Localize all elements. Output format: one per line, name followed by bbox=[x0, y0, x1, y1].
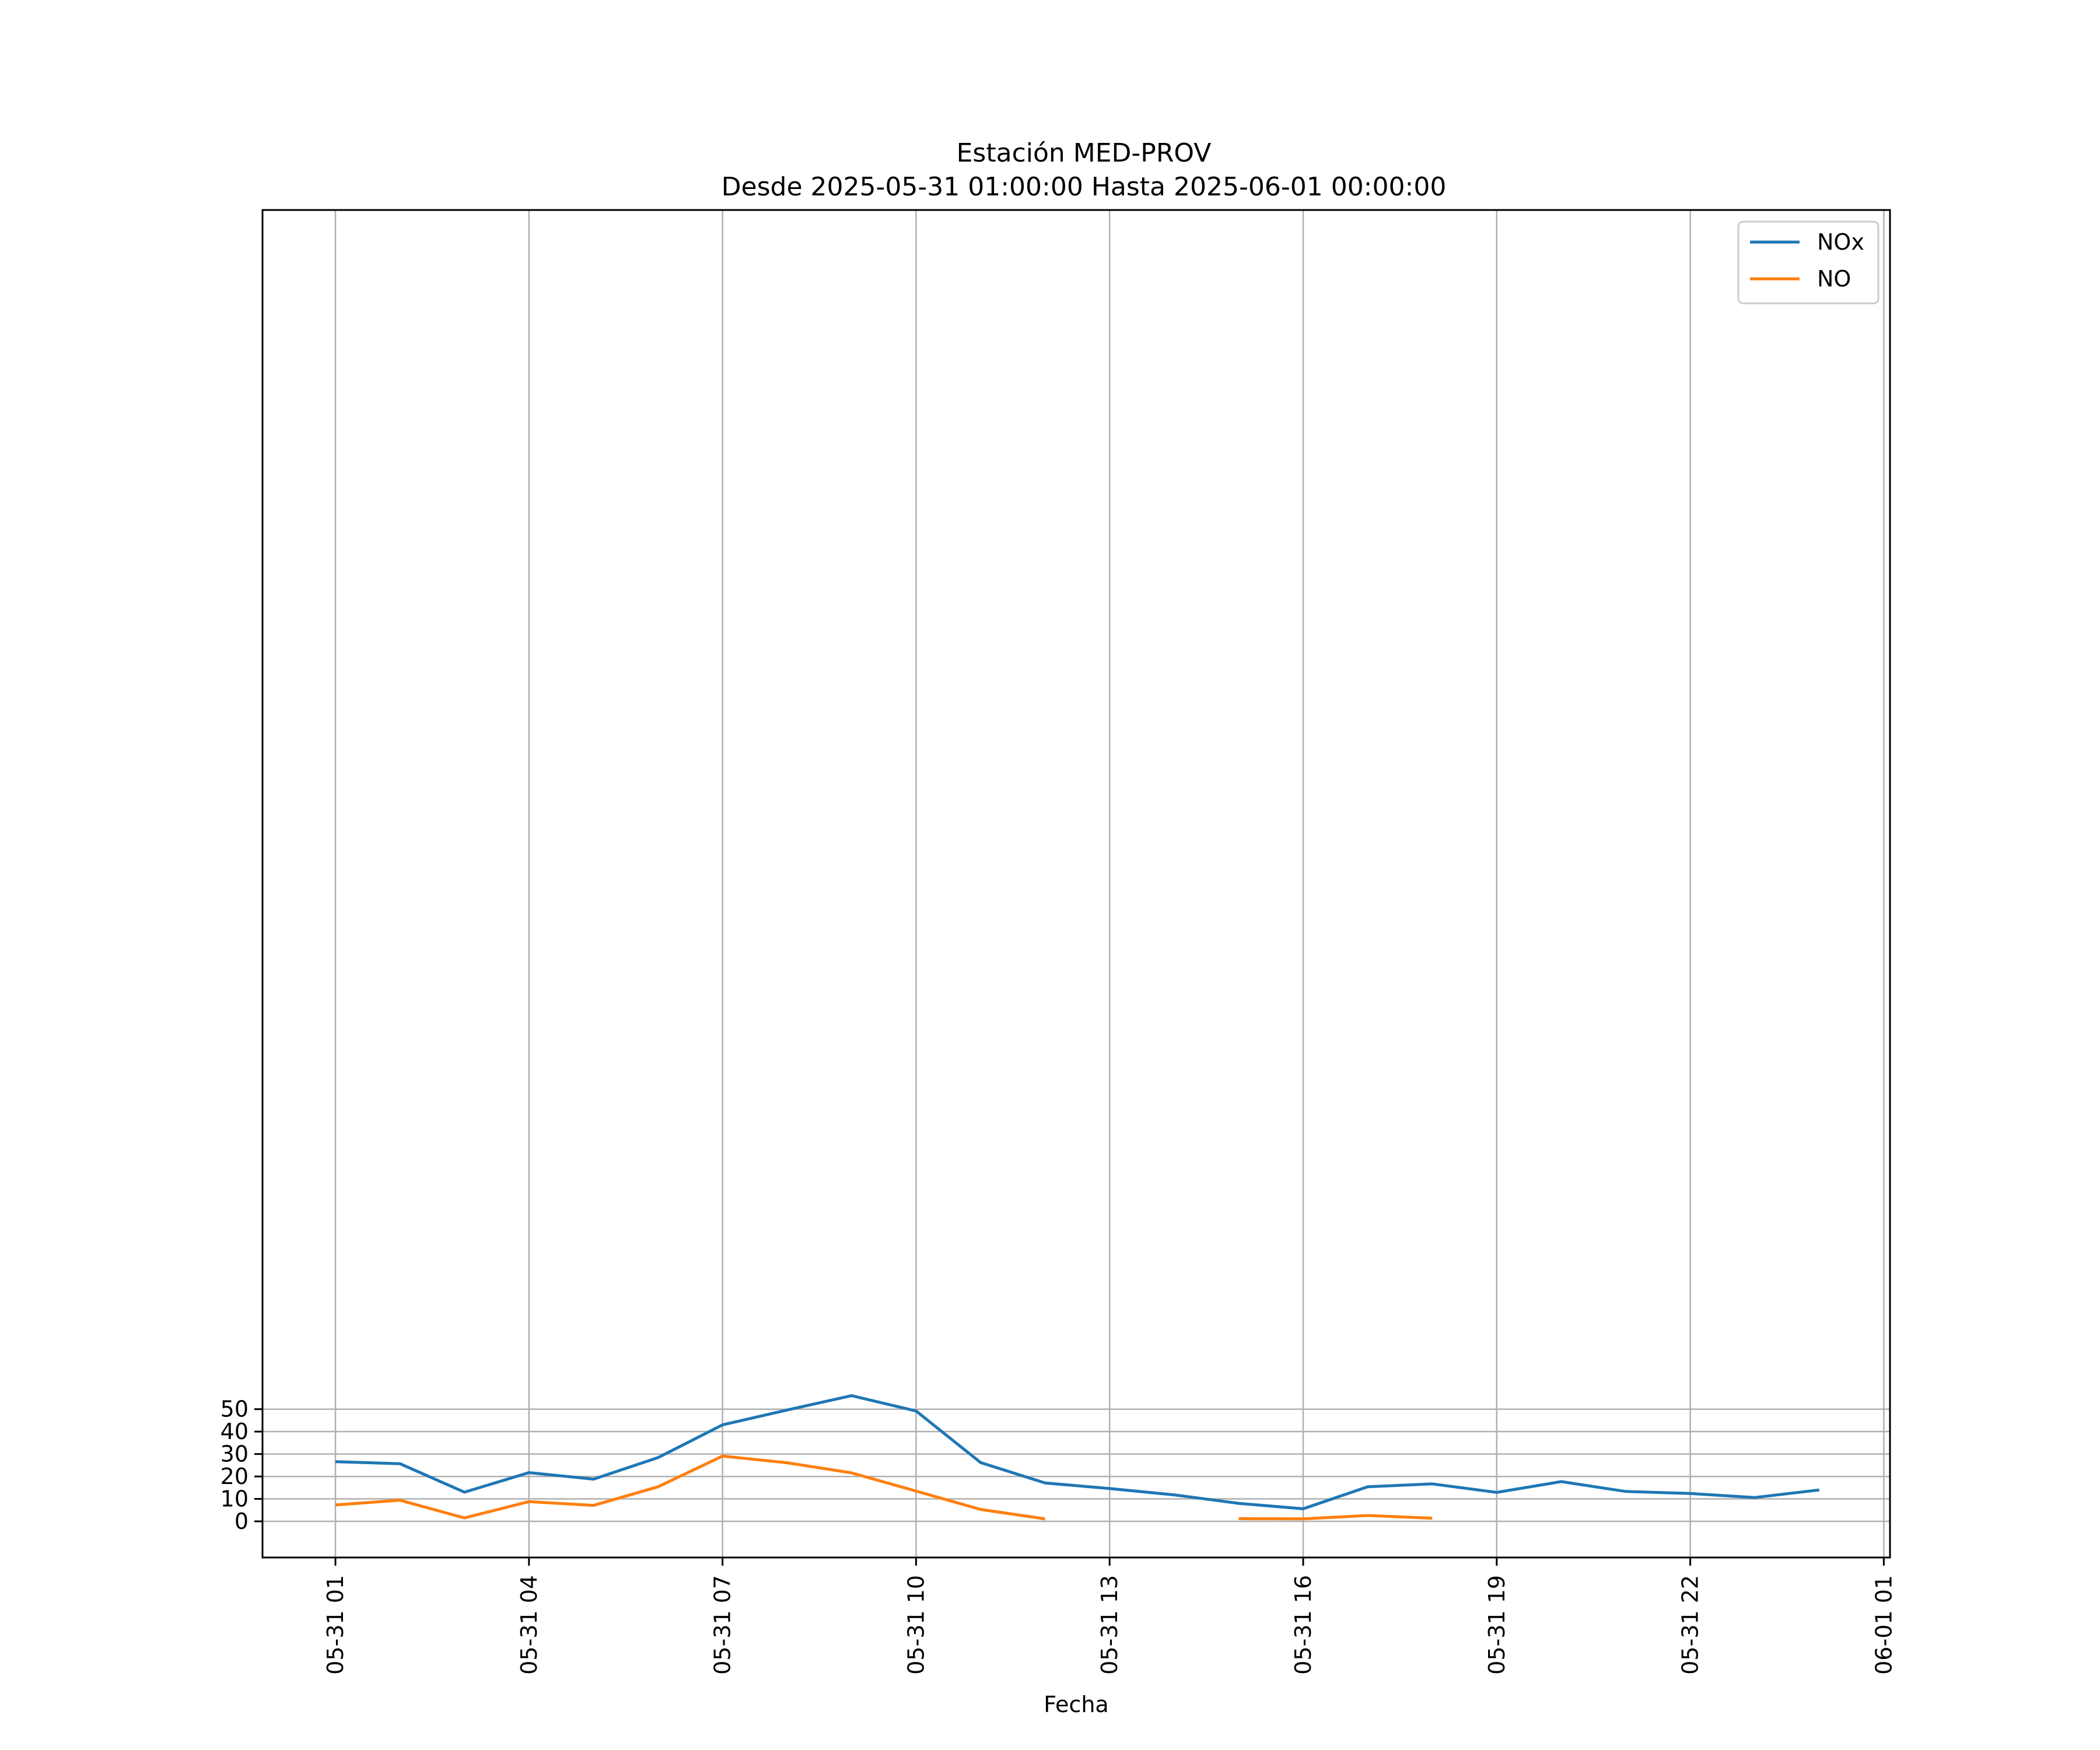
x-tick-label: 05-31 04 bbox=[516, 1575, 542, 1675]
legend: NOx NO bbox=[1737, 220, 1880, 304]
x-tick-label: 05-31 07 bbox=[710, 1575, 736, 1675]
y-tick-label: 20 bbox=[220, 1464, 249, 1489]
plot-frame bbox=[261, 209, 1891, 1559]
legend-label-nox: NOx bbox=[1817, 229, 1864, 255]
x-tick-label: 05-31 13 bbox=[1097, 1575, 1122, 1675]
plot-area bbox=[262, 210, 1890, 1558]
series-line-no bbox=[335, 1454, 1433, 1521]
y-tick-label: 0 bbox=[235, 1508, 249, 1534]
x-axis-ticks: 05-31 01 05-31 04 05-31 07 05-31 10 05-31 13… bbox=[323, 1558, 1896, 1675]
x-tick-label: 06-01 01 bbox=[1871, 1575, 1896, 1675]
chart-title-line-2: Desde 2025-05-31 01:00:00 Hasta 2025-06-… bbox=[722, 172, 1447, 202]
x-tick-label: 05-31 16 bbox=[1290, 1575, 1316, 1675]
x-axis-label: Fecha bbox=[1044, 1692, 1108, 1717]
series-lines bbox=[335, 1394, 1820, 1521]
x-tick-label: 05-31 01 bbox=[323, 1575, 348, 1675]
x-tick-label: 05-31 22 bbox=[1678, 1575, 1703, 1675]
series-line-nox bbox=[335, 1394, 1820, 1510]
legend-label-no: NO bbox=[1817, 266, 1851, 292]
x-tick-label: 05-31 10 bbox=[903, 1575, 929, 1675]
x-tick-label: 05-31 19 bbox=[1484, 1575, 1510, 1675]
chart-title-line-1: Estación MED-PROV bbox=[957, 138, 1212, 168]
grid bbox=[262, 210, 1890, 1558]
y-tick-label: 50 bbox=[220, 1396, 249, 1422]
y-tick-label: 10 bbox=[220, 1486, 249, 1512]
y-tick-label: 30 bbox=[220, 1441, 249, 1467]
y-tick-label: 40 bbox=[220, 1419, 249, 1444]
